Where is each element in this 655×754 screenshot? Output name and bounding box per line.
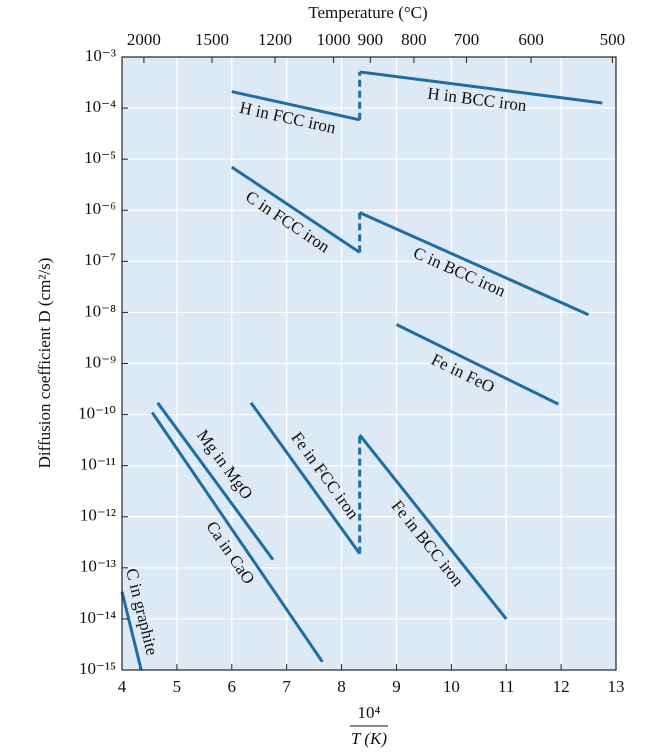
series-line	[249, 401, 361, 555]
x-tick-label: 6	[228, 677, 237, 696]
y-tick-label: 10⁻¹²	[80, 506, 116, 525]
x-tick-label: 11	[498, 677, 514, 696]
series-line	[358, 433, 508, 620]
x2-tick-label: 500	[600, 30, 626, 49]
y-tick-label: 10⁻⁵	[84, 148, 116, 167]
x-tick-label: 12	[553, 677, 570, 696]
x-axis-denominator: T (K)	[351, 729, 387, 748]
y-tick-label: 10⁻¹⁴	[79, 608, 116, 627]
x-tick-label: 7	[282, 677, 291, 696]
x2-tick-label: 900	[358, 30, 384, 49]
series-line	[359, 211, 590, 317]
y-tick-label: 10⁻⁶	[84, 199, 116, 218]
x-tick-label: 4	[118, 677, 127, 696]
x-tick-label: 10	[443, 677, 460, 696]
x2-tick-label: 800	[401, 30, 427, 49]
series-line	[150, 411, 324, 663]
x2-tick-label: 600	[518, 30, 544, 49]
y-tick-label: 10⁻⁹	[84, 352, 116, 371]
y-tick-label: 10⁻¹⁵	[79, 659, 116, 678]
y-tick-label: 10⁻⁷	[84, 250, 116, 269]
series-line	[231, 90, 360, 122]
y-tick-label: 10⁻¹⁰	[78, 403, 116, 422]
x-tick-label: 5	[173, 677, 182, 696]
series-line	[395, 323, 560, 406]
y-tick-label: 10⁻⁴	[84, 97, 116, 116]
x2-tick-label: 2000	[127, 30, 161, 49]
x-axis-numerator: 10⁴	[358, 703, 381, 722]
top-axis-title: Temperature (°C)	[308, 3, 427, 22]
x2-tick-label: 1500	[195, 30, 229, 49]
x-tick-label: 13	[608, 677, 625, 696]
series-line	[156, 401, 275, 561]
x-tick-label: 9	[392, 677, 401, 696]
marks	[120, 70, 603, 671]
y-tick-label: 10⁻³	[85, 46, 116, 65]
x2-tick-label: 1000	[317, 30, 351, 49]
y-axis-title: Diffusion coefficient D (cm²/s)	[35, 258, 54, 469]
series-line	[359, 70, 603, 105]
x2-tick-label: 1200	[258, 30, 292, 49]
x-tick-label: 8	[337, 677, 346, 696]
y-tick-label: 10⁻¹¹	[80, 455, 116, 474]
series-line	[230, 165, 361, 254]
x2-tick-label: 700	[454, 30, 480, 49]
y-tick-label: 10⁻¹³	[80, 557, 116, 576]
series-line	[120, 591, 143, 671]
y-tick-label: 10⁻⁸	[84, 301, 116, 320]
